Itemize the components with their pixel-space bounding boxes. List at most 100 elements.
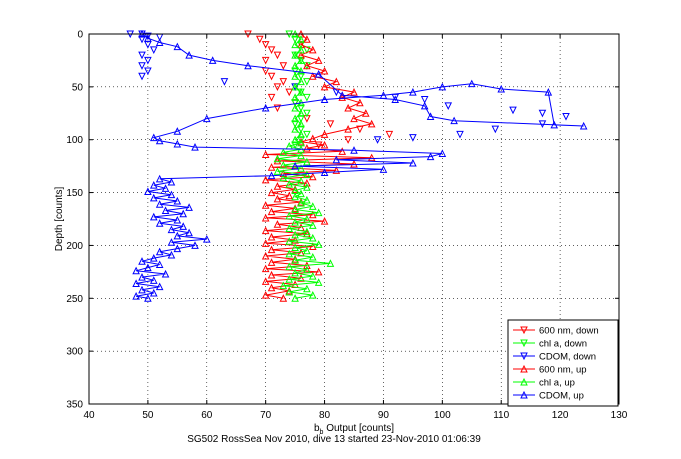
data-point bbox=[338, 91, 347, 99]
legend-entry: CDOM, down bbox=[513, 352, 596, 363]
data-point bbox=[155, 260, 164, 268]
data-point bbox=[285, 262, 294, 271]
data-point bbox=[155, 219, 164, 227]
data-point bbox=[173, 215, 182, 224]
legend-label: 600 nm, up bbox=[539, 365, 587, 376]
data-point bbox=[144, 67, 152, 76]
data-point bbox=[438, 149, 447, 157]
data-point bbox=[303, 183, 311, 191]
data-point bbox=[267, 93, 276, 102]
data-point bbox=[273, 104, 282, 113]
data-point bbox=[149, 212, 158, 221]
data-point bbox=[261, 41, 270, 49]
data-point bbox=[303, 144, 311, 152]
data-point bbox=[273, 194, 282, 203]
data-point bbox=[132, 292, 140, 300]
data-point bbox=[308, 242, 317, 250]
data-point bbox=[149, 288, 158, 297]
data-point bbox=[291, 120, 299, 128]
data-point bbox=[320, 82, 329, 91]
data-point bbox=[267, 232, 276, 241]
data-point bbox=[167, 250, 176, 259]
data-point bbox=[297, 164, 305, 172]
data-point bbox=[491, 125, 500, 134]
data-point bbox=[297, 88, 305, 96]
data-point bbox=[332, 166, 341, 174]
data-point bbox=[161, 269, 170, 278]
data-point bbox=[497, 84, 506, 93]
data-point bbox=[149, 253, 158, 262]
data-point bbox=[320, 216, 329, 225]
data-point bbox=[338, 93, 347, 101]
data-point bbox=[291, 186, 299, 194]
data-point bbox=[285, 191, 294, 200]
data-point bbox=[320, 130, 329, 138]
data-point bbox=[303, 265, 311, 274]
data-point bbox=[344, 103, 352, 112]
data-point bbox=[161, 206, 170, 215]
data-point bbox=[308, 172, 317, 181]
data-point bbox=[420, 96, 429, 104]
data-point bbox=[385, 130, 394, 139]
data-point bbox=[297, 66, 305, 75]
legend-entry: CDOM, up bbox=[513, 391, 584, 402]
data-point bbox=[155, 136, 164, 145]
data-point bbox=[538, 109, 547, 118]
data-point bbox=[161, 184, 170, 192]
data-point bbox=[303, 214, 311, 223]
data-point bbox=[326, 120, 335, 128]
x-tick-label: 70 bbox=[260, 410, 272, 421]
data-point bbox=[155, 282, 164, 291]
data-point bbox=[273, 154, 282, 163]
series-cdom-up bbox=[132, 29, 588, 302]
data-point bbox=[267, 163, 276, 171]
x-axis-label: bb Output [counts] bbox=[314, 423, 394, 436]
data-point bbox=[279, 281, 288, 290]
data-point bbox=[303, 227, 311, 236]
data-point bbox=[261, 226, 270, 235]
data-point bbox=[261, 201, 270, 209]
data-point bbox=[409, 134, 417, 142]
data-point bbox=[373, 136, 382, 144]
data-point bbox=[267, 188, 276, 197]
data-point bbox=[320, 168, 329, 176]
data-point bbox=[285, 211, 294, 220]
data-point bbox=[279, 78, 288, 86]
data-point bbox=[350, 114, 358, 123]
data-point bbox=[285, 287, 294, 296]
data-point bbox=[273, 220, 282, 228]
data-point bbox=[179, 222, 188, 230]
x-tick-label: 50 bbox=[142, 410, 154, 421]
legend-entry: chl a, down bbox=[513, 339, 587, 350]
data-point bbox=[285, 249, 294, 258]
y-tick-label: 100 bbox=[66, 135, 83, 146]
x-tick-label: 80 bbox=[319, 410, 331, 421]
data-point bbox=[291, 82, 299, 91]
data-point bbox=[185, 203, 193, 211]
data-point bbox=[303, 195, 311, 204]
data-point bbox=[261, 103, 270, 112]
data-point bbox=[297, 130, 305, 138]
data-point bbox=[291, 243, 299, 252]
data-point bbox=[138, 35, 146, 44]
data-point bbox=[291, 135, 299, 144]
data-point bbox=[220, 78, 229, 86]
data-point bbox=[308, 210, 317, 219]
data-point bbox=[279, 160, 288, 169]
data-point bbox=[261, 213, 270, 222]
data-point bbox=[303, 78, 311, 86]
data-point bbox=[173, 139, 182, 148]
data-point bbox=[308, 252, 317, 261]
y-tick-label: 50 bbox=[72, 82, 84, 93]
data-point bbox=[344, 136, 352, 144]
y-tick-label: 150 bbox=[66, 188, 83, 199]
data-point bbox=[138, 51, 146, 60]
x-tick-label: 120 bbox=[552, 410, 569, 421]
data-point bbox=[185, 51, 193, 59]
data-point bbox=[261, 239, 270, 247]
data-point bbox=[297, 56, 305, 64]
data-point bbox=[297, 138, 305, 147]
data-point bbox=[285, 275, 294, 283]
legend-box bbox=[507, 319, 619, 407]
